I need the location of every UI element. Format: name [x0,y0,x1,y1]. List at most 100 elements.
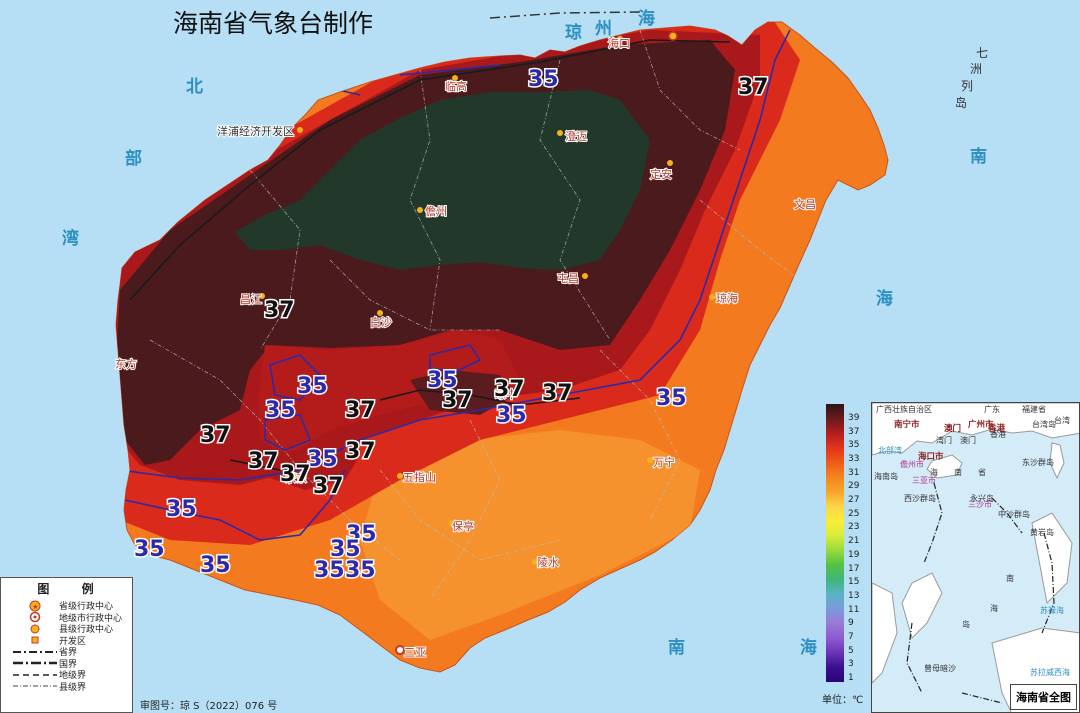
isotherm-label: 35 [345,558,376,583]
city-label-baoting: 保亭 [452,519,474,533]
isotherm-label: 35 [330,537,361,562]
isotherm-label: 35 [297,374,328,399]
sea-label: 琼 [565,23,582,43]
colorbar-tick-label: 7 [848,631,854,642]
inset-label: 广西壮族自治区 [876,404,932,414]
city-label-ledong: 乐东 [285,472,307,485]
inset-city: 三亚市 [912,475,936,485]
city-label-qiongzhong: 琼中 [495,387,517,401]
inset-label: 海 [930,467,938,477]
inset-city: 香港 [987,423,1006,434]
map-title: 海南省气象台制作 [173,9,374,38]
legend-item-province-center: 省级行政中心 [59,602,114,613]
inset-label: 岛 [962,619,970,629]
inset-label: 广东 [984,404,1000,414]
isotherm-label: 35 [134,537,165,562]
city-label-wenchang: 文昌 [794,197,816,211]
isotherm-label: 35 [528,67,559,92]
isotherm-label: 37 [494,377,525,402]
isotherm-label: 35 [656,386,687,411]
colorbar-tick-label: 37 [848,426,860,437]
inset-label: 福建省 [1022,404,1046,414]
city-label-lingshui: 陵水 [537,556,559,569]
inset-label: 澳门 [960,435,976,445]
colorbar-tick-label: 1 [848,673,854,683]
inset-label: 苏拉威西海 [1030,667,1070,677]
inset-label: 苏禄海 [1040,605,1064,615]
city-label-chengmai: 澄迈 [565,129,587,143]
sea-label: 南 [668,638,685,658]
inset-city: 南宁市 [894,419,920,430]
inset-label: 南 [954,467,962,477]
city-label-changjiang: 昌江 [240,293,262,306]
colorbar-tick-label: 27 [848,495,860,506]
city-label-haikou: 海口 [608,36,630,50]
legend-item-prefecture-border: 地级界 [59,671,87,682]
colorbar-tick-label: 21 [848,536,860,547]
inset-label: 北部湾 [878,445,902,455]
inset-label: 省 [978,467,986,477]
sea-label: 部 [125,149,142,169]
inset-label: 黄岩岛 [1030,527,1054,537]
colorbar-tick-label: 33 [848,454,860,465]
colorbar-tick-label: 31 [848,467,860,478]
inset-map: 广西壮族自治区 广东 福建省 台湾 台湾岛 北部湾 海 南 省 东沙群岛 海南岛… [871,402,1080,713]
isotherm-label: 37 [542,381,573,406]
inset-map-graphic: 广西壮族自治区 广东 福建省 台湾 台湾岛 北部湾 海 南 省 东沙群岛 海南岛… [872,403,1079,712]
city-label-wuzhishan: 五指山 [403,470,436,484]
isotherm-label: 35 [166,497,197,522]
colorbar-tick-label: 13 [848,590,860,601]
city-label-wanning: 万宁 [653,455,675,469]
inset-label: 香港 [990,429,1006,439]
sea-label: 列 [961,79,974,93]
inset-label: 东沙群岛 [1022,457,1054,467]
sea-label: 州 [595,19,612,39]
city-label-sanya: 三亚 [404,646,426,659]
legend-item-prefecture-center: 地级市行政中心 [59,613,123,624]
temperature-colorbar [826,404,844,682]
isotherm-label: 37 [345,398,376,423]
colorbar-tick-label: 11 [848,604,860,615]
isotherm-label: 37 [738,75,769,100]
inset-title: 海南省全图 [1010,684,1077,710]
legend-item-county-border: 县级界 [59,682,87,693]
isotherm-label: 35 [307,447,338,472]
inset-label: 中沙群岛 [998,509,1030,519]
city-label-baisha: 白沙 [370,315,392,329]
colorbar-tick-label: 35 [848,440,860,451]
isotherm-label: 37 [442,388,473,413]
colorbar-tick-label: 29 [848,481,860,492]
inset-label: 永兴岛 [970,493,994,503]
inset-label: 曾母暗沙 [924,663,956,673]
colorbar-tick-label: 9 [848,618,854,629]
sea-label: 北 [186,77,203,97]
colorbar-tick-label: 17 [848,563,860,574]
inset-label: 西沙群岛 [904,493,936,503]
city-label-tunchang: 屯昌 [557,272,579,285]
inset-city: 三沙市 [968,499,992,509]
legend-item-national-border: 国界 [59,659,78,670]
svg-text:★: ★ [32,603,38,611]
legend-item-county-center: 县级行政中心 [59,625,114,636]
isotherm-label: 35 [200,553,231,578]
inset-city: 海口市 [918,451,944,462]
isotherm-label: 37 [264,298,295,323]
isotherm-label: 37 [248,449,279,474]
inset-label: 海 [990,603,998,613]
isotherm-label: 37 [313,474,344,499]
inset-label: 台湾 [1054,415,1070,425]
colorbar-tick-label: 15 [848,577,860,588]
inset-label: 台湾岛 [1032,419,1056,429]
inset-city: 澳门 [944,423,961,434]
city-label-yangpu: 洋浦经济开发区 [217,124,294,138]
colorbar-tick-label: 5 [848,645,854,656]
legend-title: 图 例 [37,582,108,596]
inset-label: 湾门 [936,435,952,445]
inset-city: 儋州市 [900,459,924,469]
isotherm-label: 35 [265,398,296,423]
colorbar-unit: 单位：℃ [822,695,864,706]
sea-label: 海 [876,289,893,309]
colorbar-tick-label: 39 [848,413,860,423]
city-label-danzhou: 儋州 [425,205,447,218]
